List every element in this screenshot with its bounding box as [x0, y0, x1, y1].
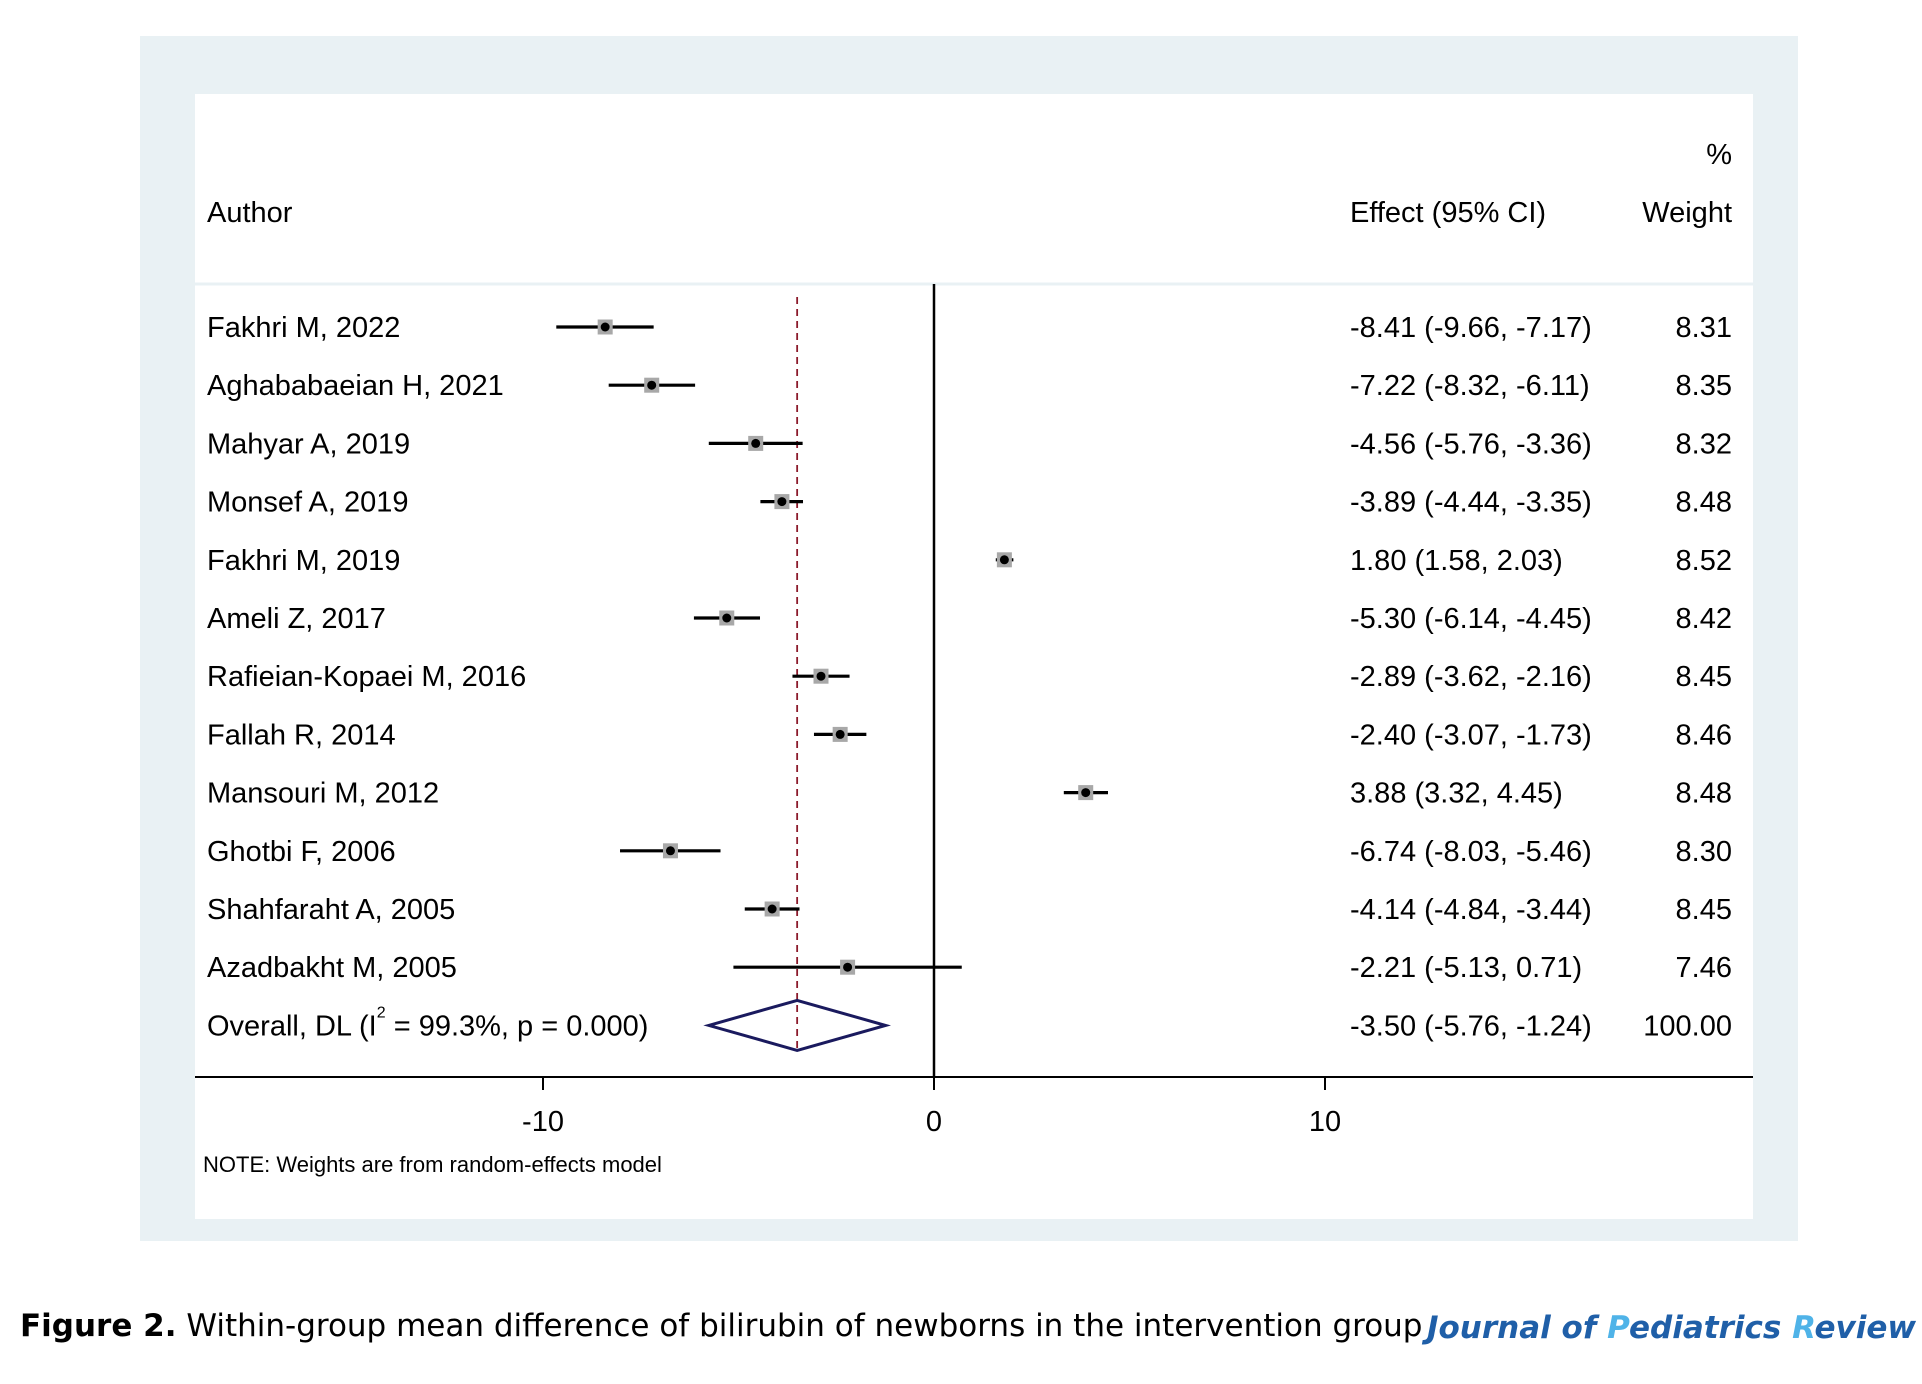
study-effect-text: -3.89 (-4.44, -3.35): [1350, 487, 1592, 519]
study-author-label: Monsef A, 2019: [207, 487, 409, 519]
study-weight-text: 8.46: [1676, 719, 1732, 751]
study-effect-text: -7.22 (-8.32, -6.11): [1350, 370, 1590, 402]
study-weight-text: 8.32: [1676, 428, 1732, 460]
study-weight-text: 8.31: [1676, 312, 1732, 344]
study-weight-text: 8.42: [1676, 603, 1732, 635]
study-effect-point: [665, 846, 675, 856]
journal-logo: Journal of Pediatrics Review: [1427, 1310, 1916, 1346]
study-effect-point: [1081, 788, 1091, 798]
journal-logo-part: ediatrics: [1629, 1310, 1793, 1346]
x-axis-tick-label: 0: [926, 1106, 942, 1138]
study-effect-point: [999, 555, 1009, 565]
overall-label-prefix: Overall, DL (I: [207, 1010, 377, 1042]
overall-effect-text: -3.50 (-5.76, -1.24): [1350, 1010, 1592, 1042]
study-effect-point: [722, 613, 732, 623]
study-effect-text: -2.40 (-3.07, -1.73): [1350, 719, 1592, 751]
study-author-label: Azadbakht M, 2005: [207, 952, 457, 984]
author-header: Author: [207, 197, 293, 229]
overall-diamond: [703, 998, 892, 1052]
study-weight-text: 8.48: [1676, 778, 1732, 810]
overall-label: Overall, DL (I2 = 99.3%, p = 0.000): [207, 1004, 648, 1042]
study-effect-point: [767, 904, 777, 914]
study-effect-text: 1.80 (1.58, 2.03): [1350, 545, 1563, 577]
figure-caption: Figure 2. Within-group mean difference o…: [20, 1308, 1422, 1344]
journal-logo-part: eview: [1814, 1310, 1916, 1346]
study-author-label: Mahyar A, 2019: [207, 428, 410, 460]
study-author-label: Ghotbi F, 2006: [207, 836, 396, 868]
study-effect-text: 3.88 (3.32, 4.45): [1350, 778, 1563, 810]
study-effect-point: [816, 671, 826, 681]
figure-caption-text: Within-group mean difference of bilirubi…: [176, 1308, 1423, 1344]
weight-header: Weight: [1642, 197, 1732, 229]
study-effect-text: -5.30 (-6.14, -4.45): [1350, 603, 1592, 635]
study-weight-text: 8.48: [1676, 487, 1732, 519]
overall-label-superscript: 2: [377, 1004, 386, 1021]
effect-header: Effect (95% CI): [1350, 197, 1546, 229]
study-effect-text: -2.21 (-5.13, 0.71): [1350, 952, 1582, 984]
study-effect-text: -4.56 (-5.76, -3.36): [1350, 428, 1592, 460]
study-author-label: Aghababaeian H, 2021: [207, 370, 504, 402]
study-weight-text: 8.35: [1676, 370, 1732, 402]
forest-plot: % Author Effect (95% CI) Weight Fakhri M, 20…: [195, 139, 1753, 1177]
study-author-label: Fallah R, 2014: [207, 719, 396, 751]
study-author-label: Shahfaraht A, 2005: [207, 894, 455, 926]
study-effect-point: [647, 380, 657, 390]
study-weight-text: 8.30: [1676, 836, 1732, 868]
study-effect-text: -4.14 (-4.84, -3.44): [1350, 894, 1592, 926]
overall-label-suffix: = 99.3%, p = 0.000): [386, 1010, 649, 1042]
study-author-label: Mansouri M, 2012: [207, 778, 439, 810]
figure-caption-label: Figure 2.: [20, 1308, 177, 1344]
study-author-label: Fakhri M, 2019: [207, 545, 400, 577]
study-weight-text: 7.46: [1676, 952, 1732, 984]
weight-header-percent: %: [1706, 139, 1732, 171]
x-axis-tick-label: 10: [1309, 1106, 1341, 1138]
study-effect-point: [600, 322, 610, 332]
journal-logo-part: P: [1607, 1310, 1630, 1346]
journal-logo-part: R: [1792, 1310, 1815, 1346]
weights-note: NOTE: Weights are from random-effects mo…: [203, 1152, 662, 1177]
study-weight-text: 8.52: [1676, 545, 1732, 577]
study-author-label: Fakhri M, 2022: [207, 312, 400, 344]
study-effect-text: -8.41 (-9.66, -7.17): [1350, 312, 1592, 344]
study-effect-text: -2.89 (-3.62, -2.16): [1350, 661, 1592, 693]
plot-panel: [195, 94, 1753, 1219]
study-author-label: Ameli Z, 2017: [207, 603, 386, 635]
study-effect-point: [777, 497, 787, 507]
journal-logo-part: Journal of: [1426, 1310, 1608, 1346]
study-effect-point: [843, 962, 853, 972]
x-axis-tick-label: -10: [522, 1106, 564, 1138]
overall-weight-text: 100.00: [1643, 1010, 1732, 1042]
study-weight-text: 8.45: [1676, 894, 1732, 926]
study-effect-point: [835, 729, 845, 739]
study-weight-text: 8.45: [1676, 661, 1732, 693]
study-author-label: Rafieian-Kopaei M, 2016: [207, 661, 526, 693]
study-effect-text: -6.74 (-8.03, -5.46): [1350, 836, 1592, 868]
study-effect-point: [751, 438, 761, 448]
